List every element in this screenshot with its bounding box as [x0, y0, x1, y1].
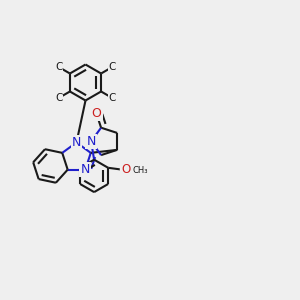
- Text: C: C: [55, 93, 63, 103]
- Text: N: N: [81, 163, 90, 176]
- Text: C: C: [108, 62, 116, 72]
- Text: C: C: [108, 93, 116, 103]
- Text: O: O: [92, 107, 101, 120]
- Text: C: C: [55, 62, 63, 72]
- Text: N: N: [86, 135, 96, 148]
- Text: N: N: [72, 136, 81, 149]
- Text: CH₃: CH₃: [132, 166, 148, 175]
- Text: O: O: [121, 163, 130, 176]
